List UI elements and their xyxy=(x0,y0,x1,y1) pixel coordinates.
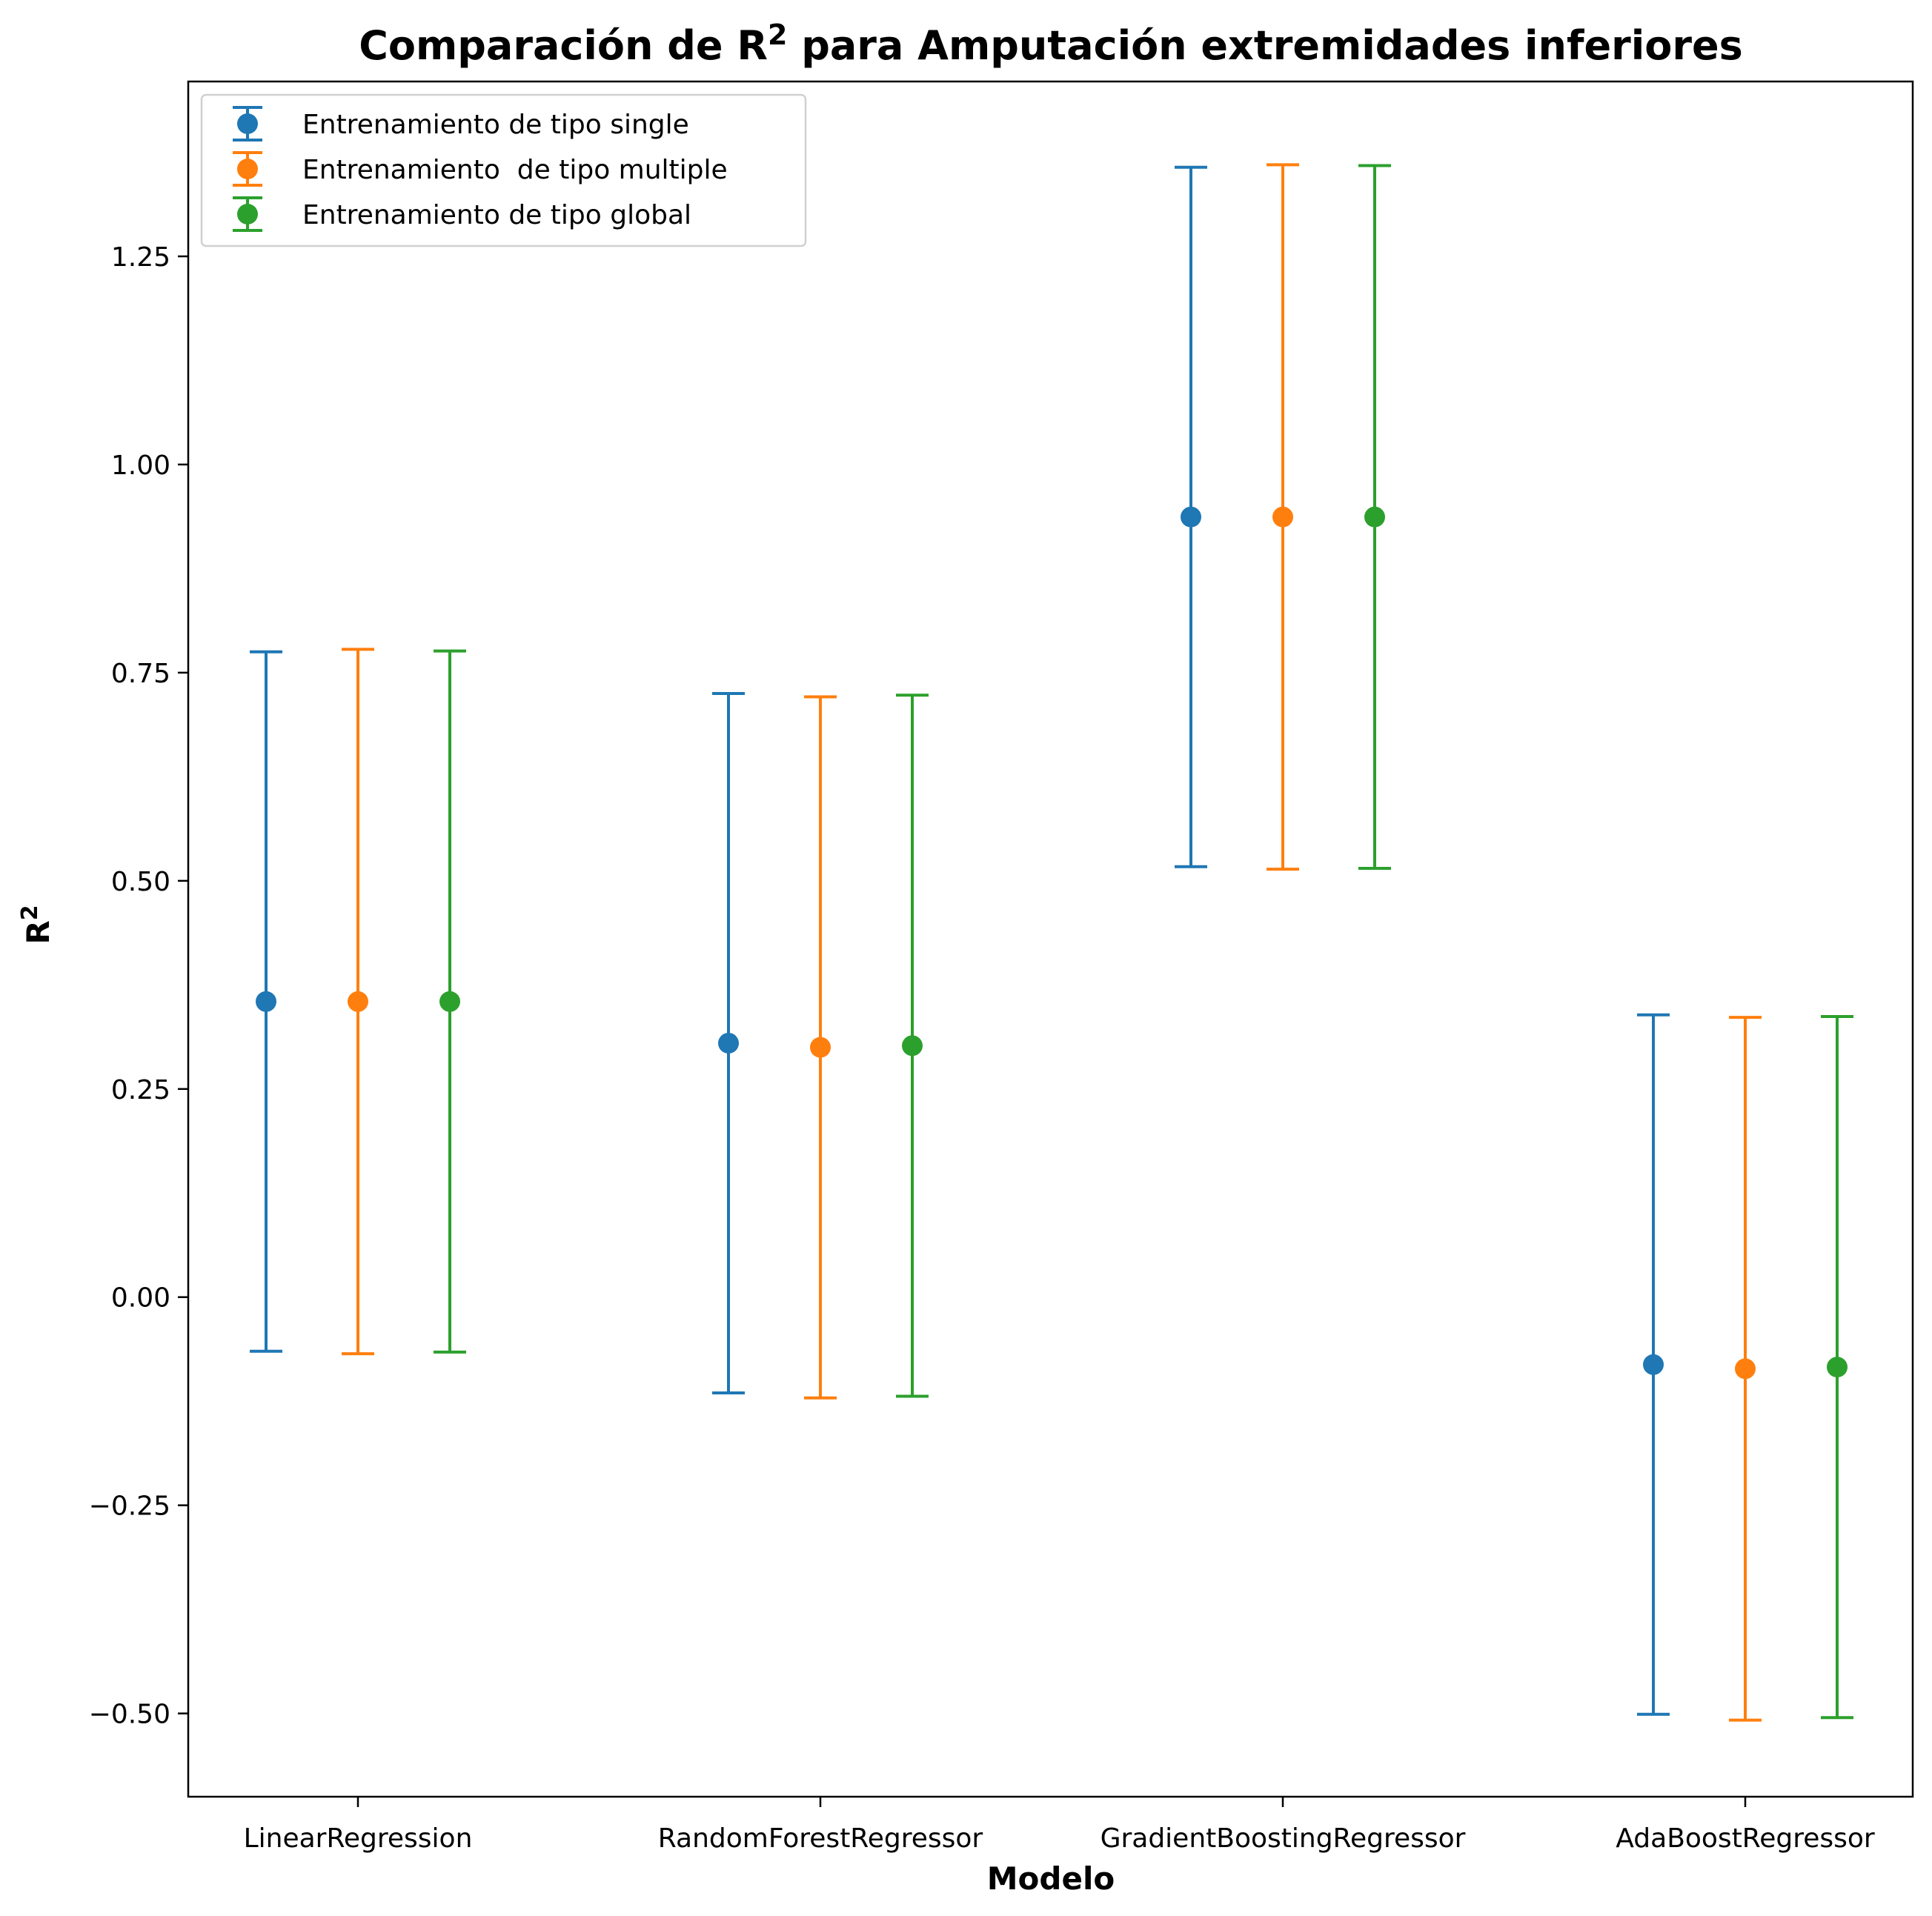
y-tick-label: −0.25 xyxy=(89,1491,170,1522)
legend-marker xyxy=(237,204,258,224)
x-tick-label: RandomForestRegressor xyxy=(658,1823,983,1854)
plot-area xyxy=(187,80,1914,1798)
data-point xyxy=(1643,1354,1664,1375)
legend-marker xyxy=(237,113,258,134)
legend-frame xyxy=(200,93,807,247)
y-tick-label: 0.75 xyxy=(111,659,170,689)
x-tick-label: GradientBoostingRegressor xyxy=(1101,1823,1466,1854)
data-point xyxy=(348,991,368,1012)
y-axis: −0.50 −0.25 0.00 0.25 0.50 0.75 1.00 1.25 xyxy=(89,242,188,1730)
y-tick-label: 0.00 xyxy=(111,1283,170,1314)
x-tick-label: LinearRegression xyxy=(244,1823,473,1854)
x-tick-label: AdaBoostRegressor xyxy=(1616,1823,1875,1854)
data-point xyxy=(1827,1357,1848,1378)
x-axis: LinearRegression RandomForestRegressor Gra… xyxy=(244,1797,1875,1854)
legend-label: Entrenamiento de tipo global xyxy=(302,200,691,230)
y-tick-label: −0.50 xyxy=(89,1700,170,1730)
legend-label: Entrenamiento de tipo single xyxy=(302,110,689,140)
y-tick-label: 1.00 xyxy=(111,450,170,481)
y-tick-label: 1.25 xyxy=(111,242,170,273)
y-tick-label: 0.25 xyxy=(111,1075,170,1105)
data-point xyxy=(902,1035,923,1057)
data-point xyxy=(1181,506,1201,528)
chart-title: Comparación de R2 para Amputación extrem… xyxy=(359,19,1743,69)
plot-frame xyxy=(187,80,1914,1798)
data-point xyxy=(1364,506,1385,528)
data-point xyxy=(718,1032,739,1054)
y-axis-label: R2 xyxy=(17,905,56,944)
legend: Entrenamiento de tipo single Entrenamient… xyxy=(200,93,807,247)
data-marks xyxy=(250,163,1853,1722)
data-point xyxy=(256,991,276,1012)
data-point xyxy=(1735,1358,1756,1380)
data-point xyxy=(1272,506,1293,528)
x-axis-label: Modelo xyxy=(987,1860,1115,1897)
data-point xyxy=(439,991,460,1012)
legend-marker xyxy=(237,159,258,179)
legend-label: Entrenamiento de tipo multiple xyxy=(302,155,728,185)
data-point xyxy=(810,1037,831,1058)
y-tick-label: 0.50 xyxy=(111,867,170,897)
